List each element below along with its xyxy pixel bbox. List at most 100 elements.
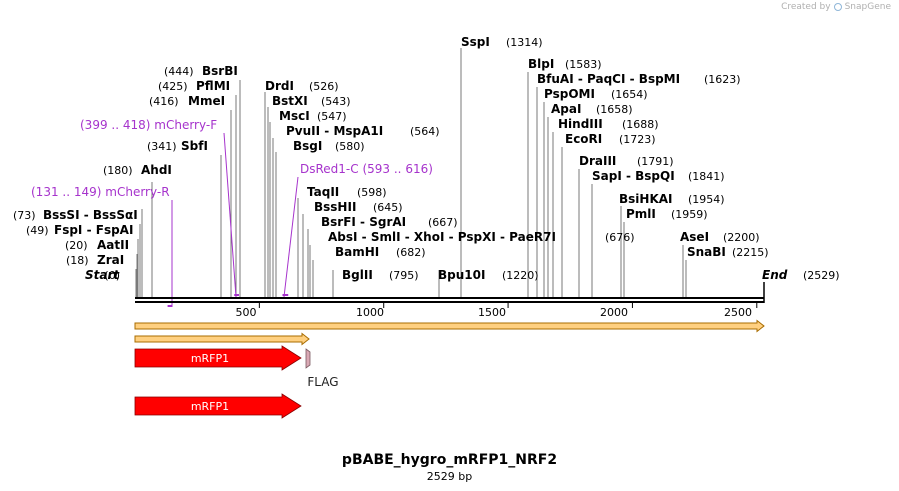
site-label-fspi: FspI - FspAI bbox=[54, 223, 133, 237]
site-pos-sspi: (1314) bbox=[506, 36, 543, 49]
features: mRFP1 FLAG mRFP1 bbox=[134, 345, 339, 419]
site-pos-msci: (547) bbox=[317, 110, 347, 123]
site-pos-aatii: (20) bbox=[65, 239, 88, 252]
backbone-top-strand bbox=[135, 297, 764, 299]
site-label-bsrbi: BsrBI bbox=[202, 64, 238, 78]
site-label-taqii: TaqII bbox=[307, 185, 339, 199]
site-pos-draiii: (1791) bbox=[637, 155, 674, 168]
site-label-bsssi: BssSI - BssSαI bbox=[43, 208, 138, 222]
site-pos-snabi: (2215) bbox=[732, 246, 769, 259]
snapgene-logo-icon bbox=[833, 3, 842, 11]
ruler-tick-500: 500 bbox=[236, 306, 257, 319]
snapgene-credit: Created by SnapGene bbox=[781, 2, 891, 12]
site-pos-bsrfi: (667) bbox=[428, 216, 458, 229]
site-label-bsgi: BsgI bbox=[293, 139, 322, 153]
site-label-ársshii: BssHII bbox=[314, 200, 356, 214]
site-label-ahdi: AhdI bbox=[141, 163, 172, 177]
site-pos-sbfi: (341) bbox=[147, 140, 177, 153]
site-label-asei: AseI bbox=[680, 230, 709, 244]
site-pos-bglii: (795) bbox=[389, 269, 419, 282]
site-pos-sapi: (1841) bbox=[688, 170, 725, 183]
end-label: End bbox=[762, 268, 788, 282]
site-pos-ecori: (1723) bbox=[619, 133, 656, 146]
credit-brand: SnapGene bbox=[844, 2, 891, 12]
site-pos-bstxi: (543) bbox=[321, 95, 351, 108]
primer-marks bbox=[167, 294, 289, 307]
credit-prefix: Created by bbox=[781, 2, 831, 12]
site-label-draiii: DraIII bbox=[579, 154, 616, 168]
orf-arrow-mrfp1 bbox=[134, 332, 310, 346]
site-pos-hindiii: (1688) bbox=[622, 118, 659, 131]
end-pos: (2529) bbox=[803, 269, 840, 282]
site-label-pvuii: PvuII - MspA1I bbox=[286, 124, 383, 138]
site-label-zrai: ZraI bbox=[97, 253, 124, 267]
site-pos-absi: (676) bbox=[605, 231, 635, 244]
ruler-tick-1000: 1000 bbox=[356, 306, 384, 319]
site-label-bamhi: BamHI bbox=[335, 245, 379, 259]
ruler-tick-2500: 2500 bbox=[724, 306, 752, 319]
feature-mrfp1-arrow bbox=[134, 345, 302, 371]
site-pos-taqii: (598) bbox=[357, 186, 387, 199]
site-pos-bpu10i: (1220) bbox=[502, 269, 539, 282]
backbone-bottom-strand bbox=[135, 301, 764, 303]
site-pos-bsshii: (645) bbox=[373, 201, 403, 214]
ruler-tick-1500: 1500 bbox=[478, 306, 506, 319]
site-label-msci: MscI bbox=[279, 109, 310, 123]
start-label: Start bbox=[85, 268, 120, 282]
site-pos-bfuai: (1623) bbox=[704, 73, 741, 86]
site-label-blpi: BlpI bbox=[528, 57, 554, 71]
primer-binding-mark bbox=[234, 294, 239, 296]
ruler-tick-2000: 2000 bbox=[600, 306, 628, 319]
map-title: pBABE_hygro_mRFP1_NRF2 bbox=[341, 452, 558, 468]
site-label-bsihkai: BsiHKAI bbox=[619, 192, 673, 206]
feature-flag-arrow bbox=[305, 348, 311, 369]
site-labels: (0) Start (18) ZraI (20) AatII (49) FspI… bbox=[13, 35, 840, 282]
site-label-apai: ApaI bbox=[551, 102, 581, 116]
primer-leader-line bbox=[223, 132, 237, 298]
feature-mrfp1-label: mRFP1 bbox=[191, 352, 229, 365]
site-label-bfuai: BfuAI - PaqCI - BspMI bbox=[537, 72, 680, 86]
site-label-drdi: DrdI bbox=[265, 79, 294, 93]
site-label-absi: AbsI - SmlI - XhoI - PspXI - PaeR7I bbox=[328, 230, 556, 244]
feature-flag-label: FLAG bbox=[307, 375, 338, 389]
site-label-pmli: PmlI bbox=[626, 207, 656, 221]
site-pos-apai: (1658) bbox=[596, 103, 633, 116]
site-pos-blpi: (1583) bbox=[565, 58, 602, 71]
site-label-pspomi: PspOMI bbox=[544, 87, 595, 101]
primer-binding-mark bbox=[282, 294, 289, 296]
site-pos-zrai: (18) bbox=[66, 254, 89, 267]
orf-arrows bbox=[134, 319, 765, 346]
ruler: 500 1000 1500 2000 2500 bbox=[236, 303, 758, 319]
site-pos-ahdi: (180) bbox=[103, 164, 133, 177]
primer-label-mcherry-r: (131 .. 149) mCherry-R bbox=[31, 185, 170, 199]
site-pos-pspomi: (1654) bbox=[611, 88, 648, 101]
primer-label-dsred1-c: DsRed1-C (593 .. 616) bbox=[300, 162, 433, 176]
orf-arrow-full bbox=[134, 319, 765, 333]
site-label-ecori: EcoRI bbox=[565, 132, 602, 146]
site-label-snabi: SnaBI bbox=[687, 245, 726, 259]
site-pos-mmei: (416) bbox=[149, 95, 179, 108]
site-pos-asei: (2200) bbox=[723, 231, 760, 244]
site-pos-bamhi: (682) bbox=[396, 246, 426, 259]
site-label-bpu10i: Bpu10I bbox=[438, 268, 485, 282]
site-label-hindiii: HindIII bbox=[558, 117, 603, 131]
start-pos: (0) bbox=[104, 269, 120, 282]
site-pos-drdi: (526) bbox=[309, 80, 339, 93]
feature-mrfp1-arrow-2 bbox=[134, 393, 302, 419]
site-label-sapi: SapI - BspQI bbox=[592, 169, 675, 183]
site-label-bstxi: BstXI bbox=[272, 94, 308, 108]
site-label-sbfi: SbfI bbox=[181, 139, 208, 153]
map-subtitle: 2529 bp bbox=[426, 470, 473, 483]
site-lines bbox=[135, 48, 765, 307]
site-label-mmei: MmeI bbox=[188, 94, 225, 108]
site-label-sspi: SspI bbox=[461, 35, 490, 49]
site-pos-pflmi: (425) bbox=[158, 80, 188, 93]
site-pos-bsrbi: (444) bbox=[164, 65, 194, 78]
site-pos-bsihkai: (1954) bbox=[688, 193, 725, 206]
site-pos-fspi: (49) bbox=[26, 224, 49, 237]
primer-label-mcherry-f: (399 .. 418) mCherry-F bbox=[80, 118, 217, 132]
site-pos-bsssi: (73) bbox=[13, 209, 36, 222]
primer-leader-line bbox=[283, 176, 299, 298]
site-label-pflmi: PflMI bbox=[196, 79, 230, 93]
